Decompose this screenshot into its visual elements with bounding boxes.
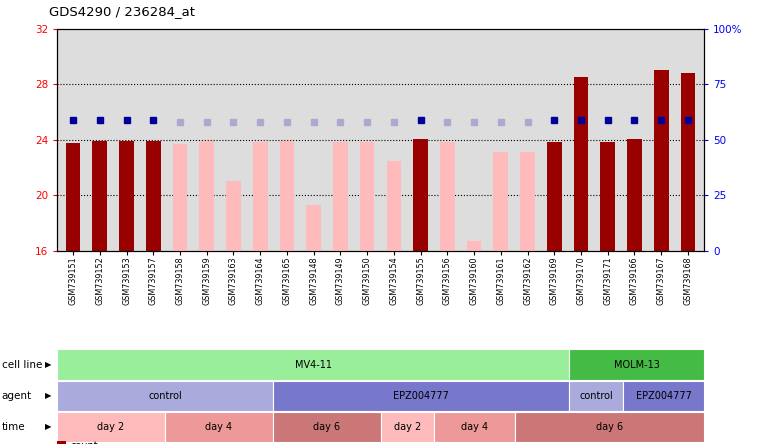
- Text: day 2: day 2: [97, 422, 125, 432]
- Bar: [654, 71, 668, 251]
- Text: day 6: day 6: [596, 422, 623, 432]
- Text: ▶: ▶: [45, 360, 51, 369]
- Bar: [440, 142, 454, 251]
- Bar: [65, 143, 81, 251]
- Bar: [226, 182, 240, 251]
- Text: MOLM-13: MOLM-13: [613, 360, 660, 369]
- Text: EPZ004777: EPZ004777: [635, 391, 692, 400]
- Bar: [93, 141, 107, 251]
- Bar: [253, 142, 268, 251]
- Bar: [333, 142, 348, 251]
- Bar: [466, 241, 482, 251]
- Text: day 4: day 4: [461, 422, 489, 432]
- Bar: [521, 152, 535, 251]
- Text: ▶: ▶: [45, 391, 51, 400]
- Text: control: control: [579, 391, 613, 400]
- Text: cell line: cell line: [2, 360, 42, 369]
- Bar: [307, 205, 321, 251]
- Bar: [146, 141, 161, 251]
- Text: day 6: day 6: [313, 422, 340, 432]
- Text: count: count: [71, 441, 98, 444]
- Bar: [360, 142, 374, 251]
- Bar: [493, 152, 508, 251]
- Bar: [387, 161, 401, 251]
- Text: EPZ004777: EPZ004777: [393, 391, 449, 400]
- Bar: [547, 142, 562, 251]
- Bar: [574, 77, 588, 251]
- Text: ▶: ▶: [45, 422, 51, 431]
- Text: MV4-11: MV4-11: [295, 360, 332, 369]
- Bar: [279, 141, 295, 251]
- Bar: [199, 141, 214, 251]
- Bar: [680, 73, 696, 251]
- Text: control: control: [148, 391, 182, 400]
- Text: day 4: day 4: [205, 422, 232, 432]
- Text: day 2: day 2: [394, 422, 421, 432]
- Text: time: time: [2, 422, 25, 432]
- Bar: [627, 139, 642, 251]
- Text: GDS4290 / 236284_at: GDS4290 / 236284_at: [49, 5, 196, 18]
- Bar: [413, 139, 428, 251]
- Text: agent: agent: [2, 391, 32, 400]
- Bar: [600, 142, 615, 251]
- Bar: [119, 141, 134, 251]
- Bar: [173, 144, 187, 251]
